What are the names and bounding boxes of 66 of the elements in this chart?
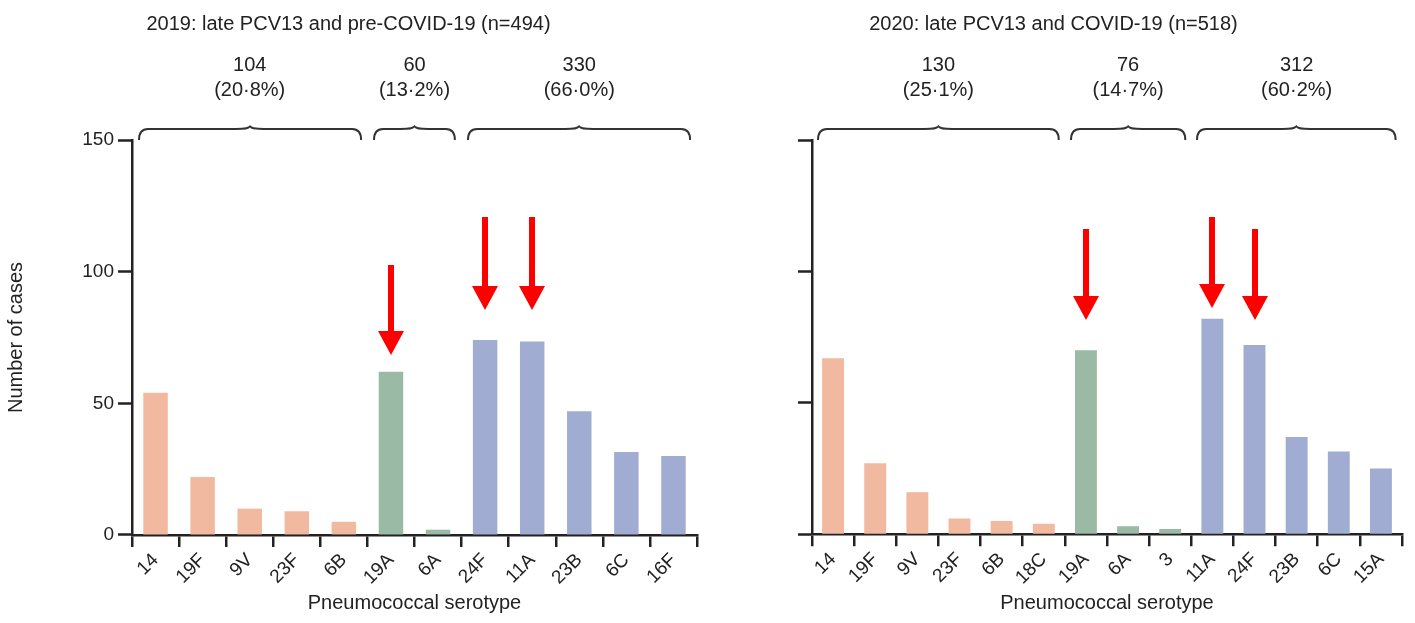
bar [906, 492, 929, 534]
x-tick-label: 11A [500, 548, 539, 587]
bar [190, 477, 215, 535]
text: 312 (60·2%) [1260, 52, 1334, 102]
bar [1074, 350, 1097, 534]
x-tick-label: 23F [928, 547, 967, 586]
x-tick-label: 23F [265, 548, 304, 587]
bar [143, 392, 168, 535]
x-tick-label: 3 [1154, 547, 1177, 571]
bar [1243, 345, 1266, 534]
x-tick-label: 16F [641, 548, 680, 587]
x-tick-label: 24F [453, 548, 492, 587]
text: 330 (66·0%) [542, 52, 616, 102]
bar [948, 518, 971, 534]
bar [1285, 436, 1308, 534]
bar [378, 371, 404, 535]
y-tick-label: 150 [82, 128, 114, 150]
x-tick-label: 9V [224, 548, 257, 580]
x-tick-label: 6B [319, 548, 351, 580]
bar [864, 463, 887, 534]
x-tick-label: 11A [1181, 547, 1220, 586]
x-tick-label: 24F [1223, 547, 1262, 586]
x-tick-label: 14 [809, 547, 840, 578]
bar [822, 358, 845, 534]
bar [472, 340, 498, 535]
x-tick-label: 6B [976, 547, 1009, 580]
bar [661, 455, 686, 535]
x-tick-label: 15A [1348, 547, 1388, 587]
x-tick-label: 9V [892, 547, 925, 580]
y-tick-label: 100 [82, 259, 114, 281]
text: 104 (20·8%) [213, 52, 287, 102]
bar [1327, 451, 1350, 534]
x-tick-label: 23B [547, 548, 586, 588]
x-tick-label: 19A [1053, 547, 1093, 587]
x-tick-label: 19F [843, 547, 882, 586]
bar [1117, 526, 1140, 534]
bar [1369, 468, 1392, 534]
x-axis-title: Pneumococcal serotype [307, 590, 522, 613]
x-tick-label: 6C [600, 548, 633, 581]
x-tick-label: 19F [171, 548, 210, 587]
x-tick-label: 14 [132, 548, 163, 579]
x-tick-label: 23B [1264, 547, 1304, 587]
chart-title: 2020: late PCV13 and COVID-19 (n=518) [869, 11, 1238, 34]
bar [1201, 318, 1224, 534]
x-tick-label: 6A [413, 548, 445, 580]
bar [1159, 528, 1182, 534]
bar [1032, 523, 1055, 534]
x-tick-label: 18C [1010, 547, 1051, 588]
y-tick-label: 50 [92, 391, 114, 413]
x-tick-label: 6C [1313, 547, 1346, 580]
chart-title: 2019: late PCV13 and pre-COVID-19 (n=494) [146, 11, 551, 34]
y-tick-label: 0 [103, 523, 114, 545]
bar [519, 341, 545, 535]
x-tick-label: 6A [1103, 547, 1135, 580]
bar [567, 411, 592, 535]
bar [237, 508, 262, 535]
x-tick-label: 19A [358, 548, 398, 588]
bar [331, 521, 357, 535]
text: 76 (14·7%) [1091, 52, 1165, 102]
x-axis-title: Pneumococcal serotype [1000, 590, 1214, 613]
text: 130 (25·1%) [901, 52, 975, 102]
text: 60 (13·2%) [377, 52, 452, 102]
bar [990, 521, 1013, 534]
y-axis-title: Number of cases [3, 261, 26, 414]
bar [284, 511, 310, 535]
bar [614, 452, 639, 535]
